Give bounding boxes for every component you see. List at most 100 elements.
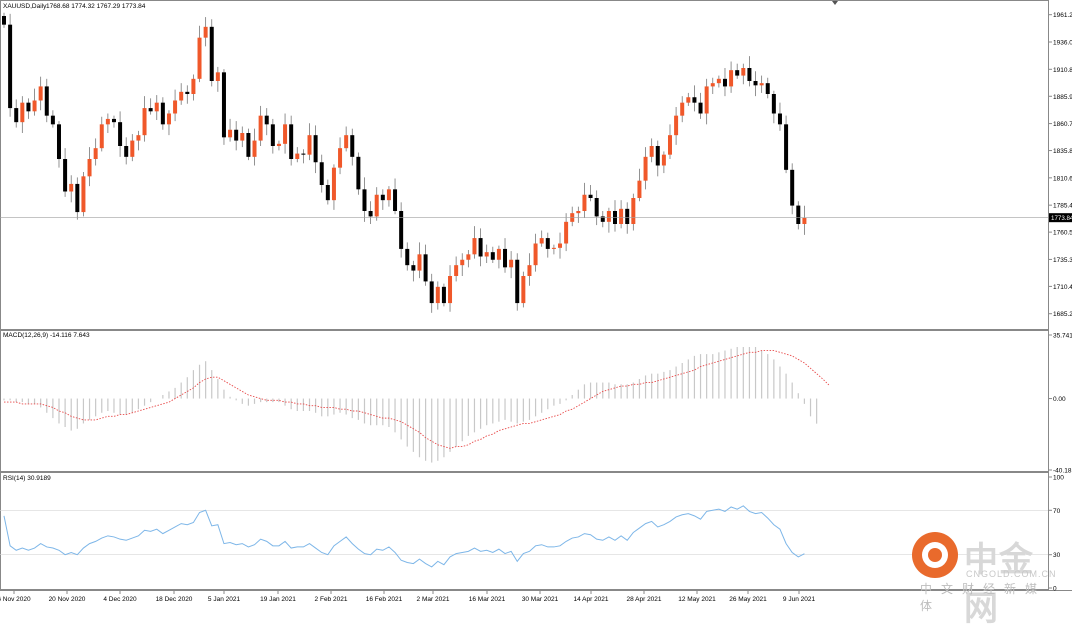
candle [551, 244, 556, 255]
candle [118, 111, 123, 157]
candle [99, 116, 104, 152]
candle [460, 253, 465, 276]
time-tick-label: 5 Jan 2021 [208, 596, 241, 603]
candle-body [362, 189, 367, 211]
time-tick-label: 14 Apr 2021 [573, 596, 608, 603]
candle [393, 178, 398, 215]
time-tick-label: 16 Feb 2021 [366, 596, 403, 603]
candle [228, 118, 233, 142]
candle-body [606, 211, 611, 222]
candle [747, 56, 752, 87]
candle [197, 25, 202, 83]
candle-body [8, 24, 13, 109]
candle-body [588, 194, 593, 198]
candle-body [472, 238, 477, 255]
candle [435, 281, 440, 310]
candle-body [50, 115, 55, 125]
candle [802, 205, 807, 235]
candle [69, 175, 74, 203]
candle [503, 238, 508, 273]
candle [594, 190, 599, 226]
candle-body [496, 248, 501, 260]
candle-body [429, 281, 434, 304]
candle [362, 177, 367, 222]
rsi-line [3, 505, 805, 568]
candle [411, 260, 416, 282]
candle [276, 140, 281, 151]
rsi-tick-label: 30 [1053, 552, 1061, 559]
candle-body [252, 140, 257, 157]
time-tick-label: 20 Nov 2020 [49, 596, 86, 603]
candle-body [545, 238, 550, 249]
candle [472, 226, 477, 259]
chart-canvas[interactable]: XAUUSD,Daily 1768.68 1774.32 1767.29 177… [0, 0, 1072, 604]
candle-body [240, 133, 245, 141]
candle-body [777, 113, 782, 125]
candle-body [154, 102, 159, 112]
candle-body [729, 70, 734, 87]
candle [759, 75, 764, 93]
time-tick-label: 19 Jan 2021 [260, 596, 296, 603]
rsi-tick-label: 70 [1053, 508, 1061, 515]
candle [313, 125, 318, 174]
candle [698, 92, 703, 119]
candle-body [784, 124, 789, 170]
cngold-watermark: 中金网 CNGOLD.COM.CN 中文财经新媒体 [912, 528, 1062, 629]
candle-body [435, 286, 440, 304]
candle [75, 177, 80, 220]
price-tick-label: 1860.70 [1053, 121, 1072, 128]
candle-body [276, 143, 281, 146]
candle [246, 128, 251, 161]
candle-body [637, 180, 642, 198]
candle-body [307, 135, 312, 155]
candle [496, 245, 501, 269]
candle-body [301, 153, 306, 155]
candle-body [643, 156, 648, 181]
time-tick-label: 6 Nov 2020 [0, 596, 31, 603]
candle [105, 113, 110, 133]
candle-body [38, 86, 43, 101]
candle-body [478, 238, 483, 257]
candle-body [246, 133, 251, 157]
candle [478, 228, 483, 267]
candle [50, 110, 55, 128]
candle-body [209, 26, 214, 81]
macd-tick-label: 0.00 [1053, 396, 1066, 403]
candle [14, 99, 19, 128]
candle [136, 130, 141, 151]
candle [631, 193, 636, 231]
candle-body [270, 124, 275, 146]
candle-body [325, 185, 330, 201]
candle [130, 134, 135, 162]
candle [796, 201, 801, 230]
candle [240, 126, 245, 148]
candle-body [631, 198, 636, 224]
price-tick-label: 1936.00 [1053, 40, 1072, 47]
chart-shift-marker-icon[interactable] [832, 1, 838, 5]
candle-body [527, 265, 532, 276]
price-panel-frame [0, 0, 1049, 330]
candle-body [118, 122, 123, 146]
candle [264, 108, 269, 136]
candle-body [136, 135, 141, 141]
window-ohlc-readout: 1768.68 1774.32 1767.29 1773.84 [46, 3, 146, 10]
candle [56, 121, 61, 168]
candle [643, 147, 648, 190]
candle-body [582, 194, 587, 211]
candle [87, 147, 92, 187]
candle-body [386, 189, 391, 201]
candle-body [466, 254, 471, 260]
candle-body [753, 81, 758, 86]
candle [448, 265, 453, 312]
candle [735, 63, 740, 79]
candle-body [698, 102, 703, 114]
candle [527, 253, 532, 286]
candle [252, 128, 257, 166]
candle-body [399, 211, 404, 249]
candle [649, 138, 654, 163]
candle [509, 251, 514, 279]
candle-body [356, 156, 361, 190]
candle-body [14, 108, 19, 123]
candle [154, 95, 159, 120]
watermark-domain: CNGOLD.COM.CN [966, 569, 1057, 579]
